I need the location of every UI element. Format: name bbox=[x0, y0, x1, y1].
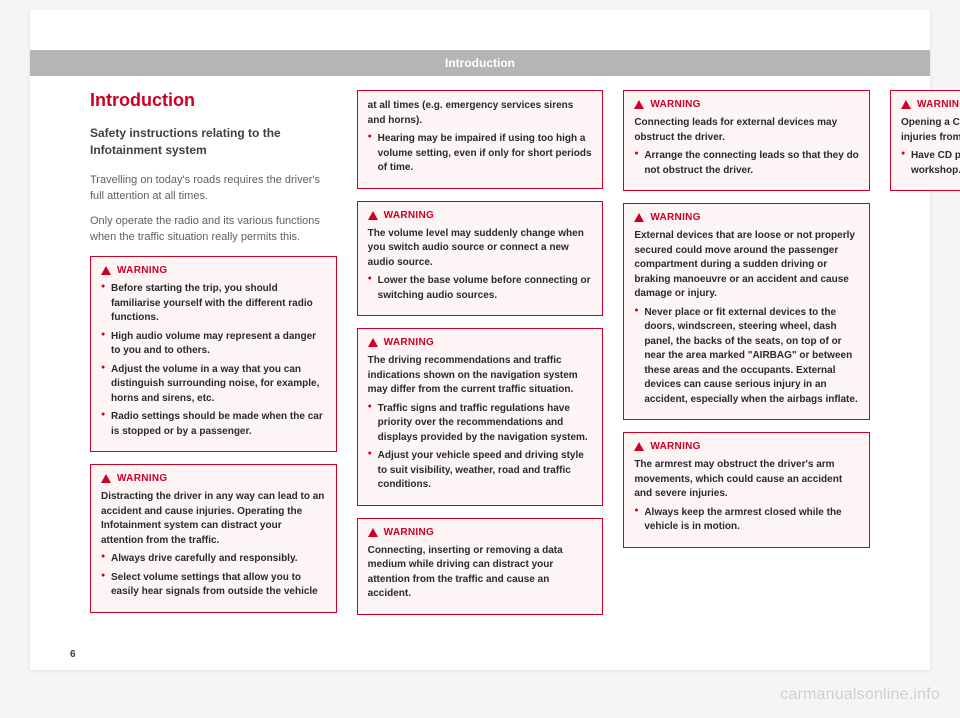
warning-header: WARNING bbox=[901, 99, 960, 110]
warning-header: WARNING bbox=[634, 212, 859, 223]
warning-bullet: Arrange the connecting leads so that the… bbox=[634, 149, 859, 178]
warning-header: WARNING bbox=[101, 265, 326, 276]
warning-box: WARNING The driving recommendations and … bbox=[357, 328, 604, 506]
warning-intro-text: The armrest may obstruct the driver's ar… bbox=[634, 458, 859, 502]
warning-intro-text: at all times (e.g. emergency services si… bbox=[368, 99, 593, 128]
warning-box: WARNING External devices that are loose … bbox=[623, 203, 870, 420]
warning-intro-text: Distracting the driver in any way can le… bbox=[101, 490, 326, 548]
warning-box: WARNING Before starting the trip, you sh… bbox=[90, 256, 337, 452]
page-number: 6 bbox=[70, 649, 76, 660]
warning-intro-text: External devices that are loose or not p… bbox=[634, 229, 859, 302]
warning-intro-text: Connecting leads for external devices ma… bbox=[634, 116, 859, 145]
section-header-band: Introduction bbox=[30, 50, 930, 76]
warning-triangle-icon bbox=[634, 442, 644, 451]
warning-bullet: Have CD players repaired only by a quali… bbox=[901, 149, 960, 178]
warning-triangle-icon bbox=[634, 213, 644, 222]
warning-box: WARNING Distracting the driver in any wa… bbox=[90, 464, 337, 613]
warning-bullet: Always keep the armrest closed while the… bbox=[634, 506, 859, 535]
watermark-text: carmanualsonline.info bbox=[780, 686, 940, 704]
warning-bullet: Select volume settings that allow you to… bbox=[101, 571, 326, 600]
warning-bullet: Traffic signs and traffic regulations ha… bbox=[368, 402, 593, 446]
warning-label: WARNING bbox=[650, 99, 700, 110]
warning-label: WARNING bbox=[384, 337, 434, 348]
warning-box: WARNING Connecting, inserting or removin… bbox=[357, 518, 604, 615]
warning-bullet: High audio volume may represent a danger… bbox=[101, 330, 326, 359]
warning-header: WARNING bbox=[101, 473, 326, 484]
warning-box: WARNING The armrest may obstruct the dri… bbox=[623, 432, 870, 548]
warning-triangle-icon bbox=[101, 266, 111, 275]
warning-triangle-icon bbox=[634, 100, 644, 109]
warning-intro-text: The volume level may suddenly change whe… bbox=[368, 227, 593, 271]
warning-label: WARNING bbox=[650, 212, 700, 223]
warning-label: WARNING bbox=[117, 473, 167, 484]
warning-bullet: Never place or fit external devices to t… bbox=[634, 306, 859, 408]
warning-bullet: Adjust the volume in a way that you can … bbox=[101, 363, 326, 407]
warning-header: WARNING bbox=[634, 99, 859, 110]
warning-bullet: Before starting the trip, you should fam… bbox=[101, 282, 326, 326]
warning-box-continuation: at all times (e.g. emergency services si… bbox=[357, 90, 604, 189]
warning-bullet: Hearing may be impaired if using too hig… bbox=[368, 132, 593, 176]
warning-triangle-icon bbox=[901, 100, 911, 109]
warning-label: WARNING bbox=[117, 265, 167, 276]
intro-paragraph-2: Only operate the radio and its various f… bbox=[90, 214, 337, 246]
section-subtitle: Safety instructions relating to the Info… bbox=[90, 125, 337, 159]
warning-header: WARNING bbox=[368, 210, 593, 221]
warning-header: WARNING bbox=[368, 527, 593, 538]
warning-bullet: Radio settings should be made when the c… bbox=[101, 410, 326, 439]
warning-triangle-icon bbox=[368, 338, 378, 347]
warning-triangle-icon bbox=[368, 528, 378, 537]
warning-intro-text: The driving recommendations and traffic … bbox=[368, 354, 593, 398]
warning-header: WARNING bbox=[368, 337, 593, 348]
warning-header: WARNING bbox=[634, 441, 859, 452]
page-title: Introduction bbox=[90, 90, 337, 111]
warning-bullet: Adjust your vehicle speed and driving st… bbox=[368, 449, 593, 493]
warning-label: WARNING bbox=[917, 99, 960, 110]
warning-intro-text: Connecting, inserting or removing a data… bbox=[368, 544, 593, 602]
page-content: Introduction Safety instructions relatin… bbox=[90, 90, 870, 640]
warning-box: WARNING Connecting leads for external de… bbox=[623, 90, 870, 191]
intro-paragraph-1: Travelling on today's roads requires the… bbox=[90, 173, 337, 205]
warning-box: WARNING Opening a CD player's housing ma… bbox=[890, 90, 960, 191]
warning-bullet: Always drive carefully and responsibly. bbox=[101, 552, 326, 567]
warning-label: WARNING bbox=[384, 210, 434, 221]
warning-label: WARNING bbox=[384, 527, 434, 538]
warning-triangle-icon bbox=[101, 474, 111, 483]
warning-label: WARNING bbox=[650, 441, 700, 452]
warning-box: WARNING The volume level may suddenly ch… bbox=[357, 201, 604, 317]
warning-triangle-icon bbox=[368, 211, 378, 220]
warning-intro-text: Opening a CD player's housing may lead t… bbox=[901, 116, 960, 145]
warning-bullet: Lower the base volume before connecting … bbox=[368, 274, 593, 303]
manual-page: Introduction Introduction Safety instruc… bbox=[30, 10, 930, 670]
